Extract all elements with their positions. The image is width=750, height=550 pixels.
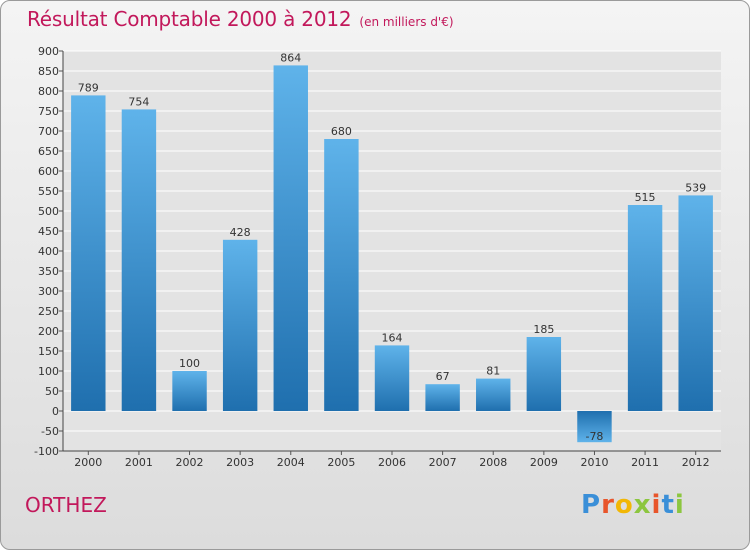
x-tick-label: 2011 — [631, 456, 659, 469]
data-label: 81 — [486, 365, 500, 378]
x-tick-label: 2001 — [125, 456, 153, 469]
bar-2007 — [425, 384, 460, 411]
x-tick-label: 2004 — [277, 456, 305, 469]
logo-letter: P — [581, 490, 602, 520]
city-name: ORTHEZ — [25, 493, 107, 517]
title-row: Résultat Comptable 2000 à 2012 (en millie… — [27, 7, 454, 31]
y-tick-label: 400 — [38, 245, 59, 258]
y-tick-label: 900 — [38, 45, 59, 58]
y-tick-label: 200 — [38, 325, 59, 338]
bar-2001 — [121, 109, 157, 412]
proxiti-logo: Proxiti — [581, 490, 685, 520]
x-tick-label: 2009 — [530, 456, 558, 469]
y-tick-label: -50 — [41, 425, 59, 438]
bar-2012 — [678, 195, 713, 411]
data-label: 789 — [78, 81, 99, 94]
bar-2003 — [222, 239, 258, 411]
y-tick-label: 650 — [38, 145, 59, 158]
y-tick-label: 850 — [38, 65, 59, 78]
y-tick-label: 0 — [52, 405, 59, 418]
bar-2008 — [476, 378, 511, 411]
bar-2010 — [577, 411, 612, 443]
logo-letter: x — [633, 490, 652, 520]
data-label: 539 — [685, 181, 706, 194]
data-label: -78 — [585, 430, 603, 443]
y-tick-label: 450 — [38, 225, 59, 238]
x-tick-label: 2012 — [682, 456, 710, 469]
y-tick-label: 600 — [38, 165, 59, 178]
logo-letter: r — [601, 490, 615, 520]
bar-2000 — [71, 95, 106, 412]
data-label: 864 — [280, 51, 301, 64]
data-label: 164 — [382, 331, 403, 344]
logo-letter: t — [661, 490, 675, 520]
data-label: 67 — [436, 370, 450, 383]
data-label: 754 — [128, 95, 149, 108]
y-tick-label: 300 — [38, 285, 59, 298]
x-tick-label: 2008 — [479, 456, 507, 469]
x-tick-label: 2000 — [74, 456, 102, 469]
y-tick-label: 100 — [38, 365, 59, 378]
x-tick-label: 2006 — [378, 456, 406, 469]
x-tick-label: 2003 — [226, 456, 254, 469]
x-tick-label: 2007 — [429, 456, 457, 469]
bar-2009 — [526, 337, 562, 411]
y-tick-label: -100 — [34, 445, 59, 458]
y-tick-label: 550 — [38, 185, 59, 198]
chart-subtitle: (en milliers d'€) — [359, 15, 454, 29]
y-tick-label: 150 — [38, 345, 59, 358]
y-tick-label: 50 — [45, 385, 59, 398]
y-tick-label: 500 — [38, 205, 59, 218]
data-label: 428 — [230, 226, 251, 239]
data-label: 100 — [179, 357, 200, 370]
logo-letter: o — [614, 490, 634, 520]
logo-letter: i — [651, 490, 662, 520]
x-tick-label: 2010 — [580, 456, 608, 469]
y-tick-label: 750 — [38, 105, 59, 118]
chart-title: Résultat Comptable 2000 à 2012 — [27, 7, 352, 31]
y-tick-label: 800 — [38, 85, 59, 98]
data-label: 185 — [533, 323, 554, 336]
data-label: 515 — [635, 191, 656, 204]
bar-2006 — [374, 345, 410, 411]
bar-2005 — [324, 139, 359, 411]
y-tick-label: 350 — [38, 265, 59, 278]
x-tick-label: 2005 — [327, 456, 355, 469]
logo-letter: i — [674, 490, 685, 520]
data-label: 680 — [331, 125, 352, 138]
bar-2004 — [273, 65, 308, 412]
y-tick-label: 700 — [38, 125, 59, 138]
y-tick-label: 250 — [38, 305, 59, 318]
bar-2011 — [627, 205, 663, 411]
bar-2002 — [172, 371, 207, 411]
x-tick-label: 2002 — [176, 456, 204, 469]
